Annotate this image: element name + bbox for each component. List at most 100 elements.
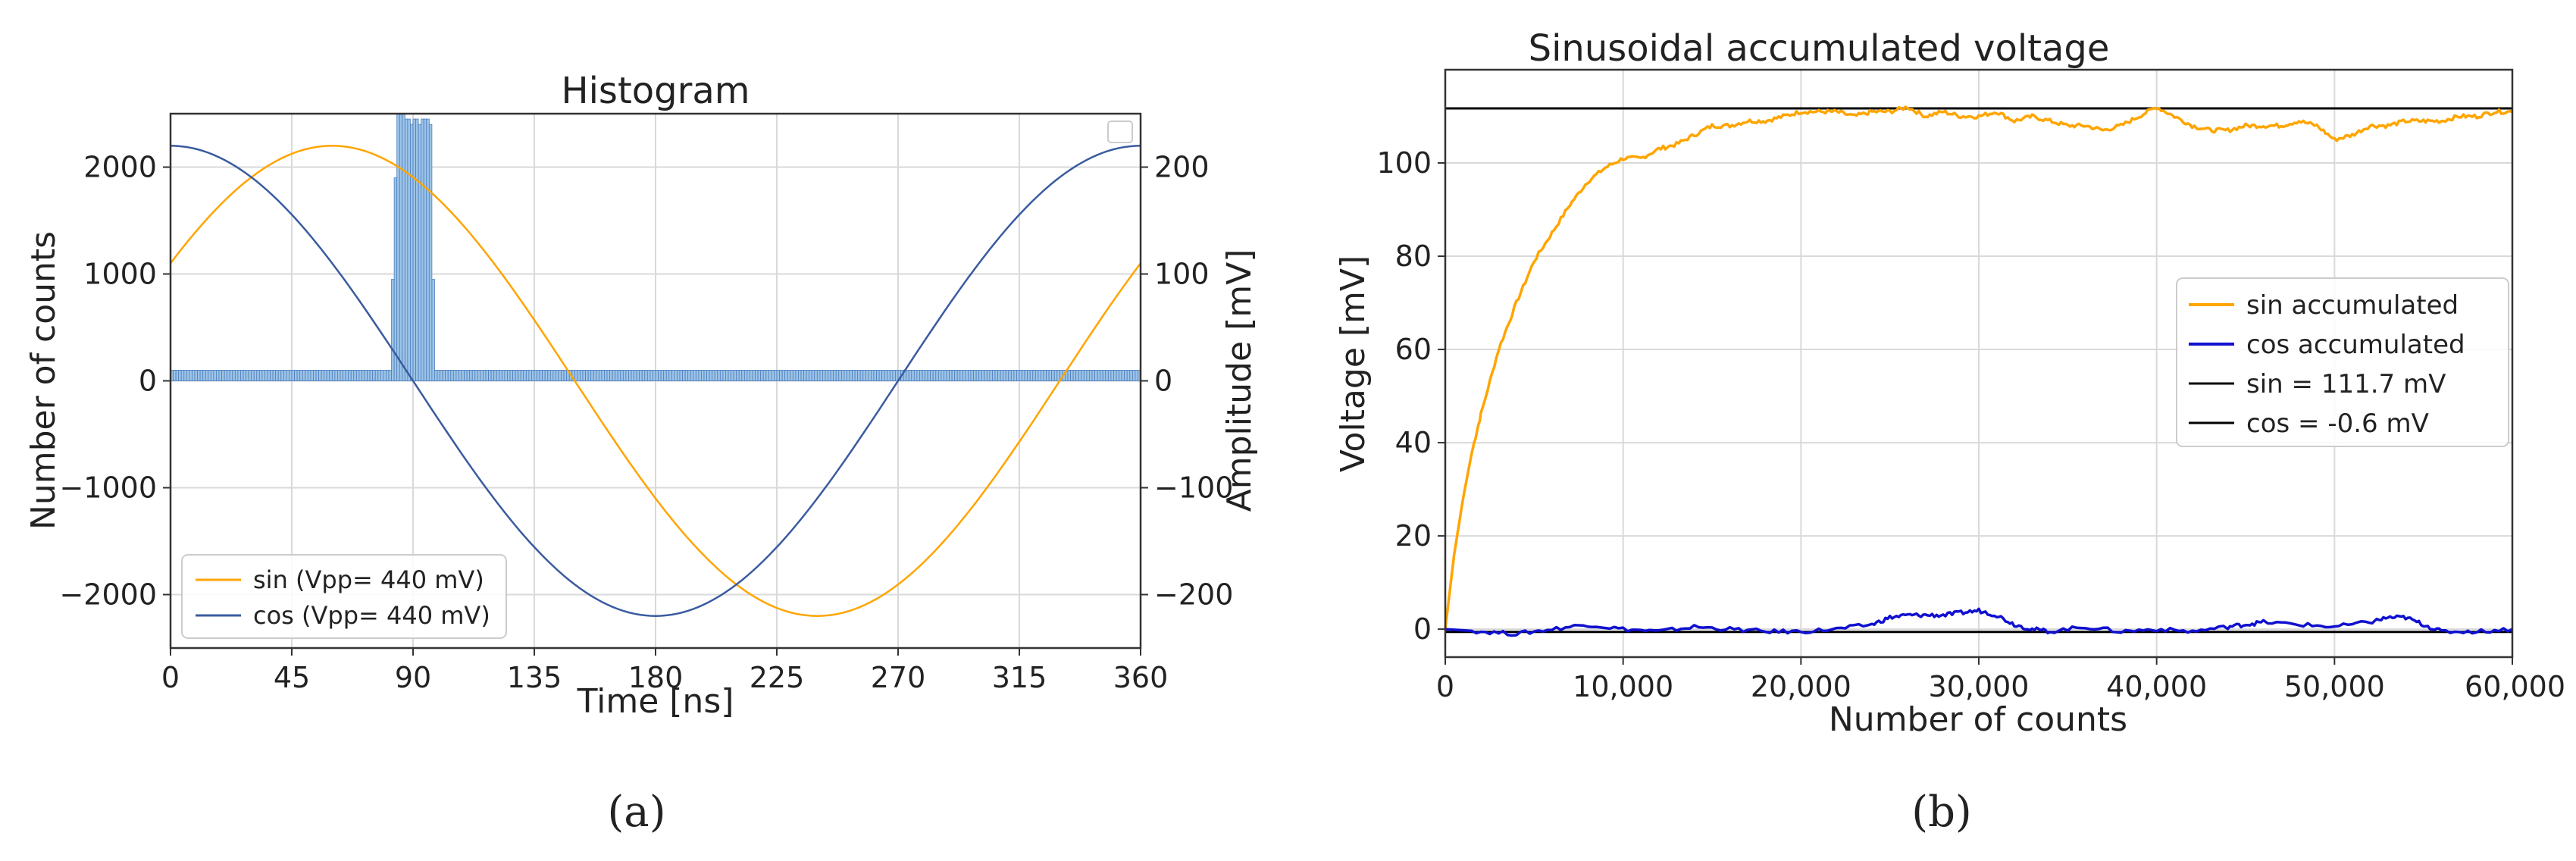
chart-a-histogram-bar xyxy=(224,369,228,381)
chart-a-histogram-bar xyxy=(246,369,249,381)
chart-a-histogram-bar xyxy=(634,369,637,381)
chart-a-histogram-bar xyxy=(221,369,225,381)
chart-a-histogram-bar xyxy=(835,369,840,381)
chart-a-histogram-bar xyxy=(989,369,993,381)
chart-a-histogram-bar xyxy=(343,369,346,381)
chart-a-histogram-bar xyxy=(1000,369,1004,381)
chart-a-histogram-bar xyxy=(660,369,665,381)
chart-a-histogram-bar xyxy=(892,369,896,381)
chart-a-histogram-bar xyxy=(868,369,872,381)
chart-a-histogram-bar xyxy=(326,369,330,381)
chart-a-y2-axis-title: Amplitude [mV] xyxy=(1220,249,1259,512)
chart-a-histogram-bar xyxy=(253,369,258,381)
chart-a-histogram-bar xyxy=(178,369,182,381)
chart-a-histogram-bar xyxy=(415,118,419,381)
chart-a-histogram-bar xyxy=(364,369,368,381)
chart-a-y-tick-label: 1000 xyxy=(83,258,157,291)
chart-a-histogram-bar xyxy=(913,369,918,381)
chart-a-histogram-bar xyxy=(1081,369,1085,381)
panel-a-label: (a) xyxy=(607,787,665,837)
chart-a-histogram-bar xyxy=(450,369,454,381)
chart-a-histogram-bar xyxy=(606,369,610,381)
chart-a-histogram-bar xyxy=(534,369,537,381)
chart-a-histogram-bar xyxy=(663,369,667,381)
chart-a-x-axis-title: Time [ns] xyxy=(577,682,734,721)
chart-a-histogram-bar xyxy=(944,369,947,381)
chart-a-histogram-bar xyxy=(706,369,710,381)
chart-a-histogram-bar xyxy=(1041,369,1044,381)
chart-b-legend-sin-label: sin accumulated xyxy=(2246,290,2459,321)
chart-a-series-lines xyxy=(170,145,1142,617)
chart-b-y-tick-label: 60 xyxy=(1395,333,1432,366)
chart-a-histogram-bar xyxy=(466,369,471,381)
chart-a-histogram-bar xyxy=(1038,369,1041,381)
chart-b-y-tick-label: 0 xyxy=(1413,612,1432,646)
chart-a-histogram-bar xyxy=(329,369,333,381)
chart-b-x-tick-label: 60,000 xyxy=(2465,670,2565,703)
chart-a-histogram-bar xyxy=(712,369,715,381)
chart-a-histogram-bar xyxy=(655,369,659,381)
chart-a-histogram-bar xyxy=(701,369,705,381)
chart-a-histogram-bar xyxy=(574,369,578,381)
chart-a-histogram-bar xyxy=(237,369,241,381)
chart-a-histogram-bar xyxy=(935,369,939,381)
chart-a-histogram-bar xyxy=(194,369,198,381)
chart-a-histogram-bar xyxy=(677,369,681,381)
chart-a-histogram-bar xyxy=(859,369,864,381)
chart-a-histogram-bar xyxy=(757,369,762,381)
chart-a-histogram-bar xyxy=(776,369,780,381)
chart-a-histogram-bar xyxy=(930,369,934,381)
chart-a-histogram-bar xyxy=(410,124,414,381)
chart-a-histogram-bar xyxy=(1008,369,1012,381)
chart-a-histogram-bar xyxy=(814,369,818,381)
chart-a-histogram-bar xyxy=(733,369,737,381)
chart-a-histogram-bar xyxy=(658,369,662,381)
chart-b-series-lines xyxy=(1444,105,2513,637)
chart-a-histogram-bar xyxy=(725,369,729,381)
chart-a-histogram-bar xyxy=(755,369,759,381)
chart-a-histogram-bar xyxy=(275,369,279,381)
chart-a-histogram-bar xyxy=(208,369,211,381)
chart-a-histogram-bar xyxy=(556,369,559,381)
chart-a-histogram-bar xyxy=(978,369,982,381)
chart-a-histogram-bar xyxy=(455,369,459,381)
chart-a-histogram-bar xyxy=(768,369,772,381)
chart-a-histogram-bar xyxy=(889,369,894,381)
chart-a-histogram-bar xyxy=(383,369,387,381)
chart-a-histogram-bar xyxy=(477,369,481,381)
chart-a-histogram-bar xyxy=(1091,369,1095,381)
chart-a-histogram-bar xyxy=(504,369,508,381)
chart-a-histogram-bar xyxy=(227,369,230,381)
chart-a-histogram-bar xyxy=(404,118,408,381)
chart-a-histogram-bar xyxy=(210,369,214,381)
chart-a-histogram-bar xyxy=(736,369,740,381)
chart-a-x-tick-label: 0 xyxy=(161,661,180,694)
chart-a-histogram-bar xyxy=(232,369,236,381)
chart-a-histogram-bar xyxy=(313,369,317,381)
chart-a-histogram-bar xyxy=(270,369,274,381)
chart-a-histogram-bar xyxy=(421,118,424,381)
chart-a-histogram-bar xyxy=(302,369,306,381)
chart-a-histogram-bar xyxy=(1024,369,1028,381)
chart-a-histogram-bar xyxy=(906,369,909,381)
chart-a-histogram-bar xyxy=(644,369,648,381)
chart-a-histogram-bar xyxy=(407,118,411,381)
chart-a-histogram-bar xyxy=(1116,369,1119,381)
chart-a-histogram-bar xyxy=(981,369,985,381)
chart-a-legend-cos-label: cos (Vpp= 440 mV) xyxy=(253,601,490,630)
chart-a-histogram-bar xyxy=(234,369,239,381)
chart-a-histogram-bar xyxy=(267,369,271,381)
chart-a-histogram-bar xyxy=(399,113,403,381)
chart-a-histogram-bar xyxy=(539,369,543,381)
chart-a-histogram-bar xyxy=(798,369,802,381)
chart-a-histogram-bar xyxy=(229,369,233,381)
chart-a-x-tick-label: 360 xyxy=(1113,661,1169,694)
chart-a-histogram-bar xyxy=(620,369,624,381)
chart-a-histogram-bar xyxy=(1019,369,1022,381)
chart-a-histogram-bar xyxy=(577,369,581,381)
chart-a-histogram-bar xyxy=(1086,369,1090,381)
chart-a-histogram-bar xyxy=(580,369,584,381)
chart-a-histogram-bar xyxy=(388,369,392,381)
chart-a-histogram-bar xyxy=(321,369,325,381)
chart-a-histogram-bar xyxy=(609,369,613,381)
